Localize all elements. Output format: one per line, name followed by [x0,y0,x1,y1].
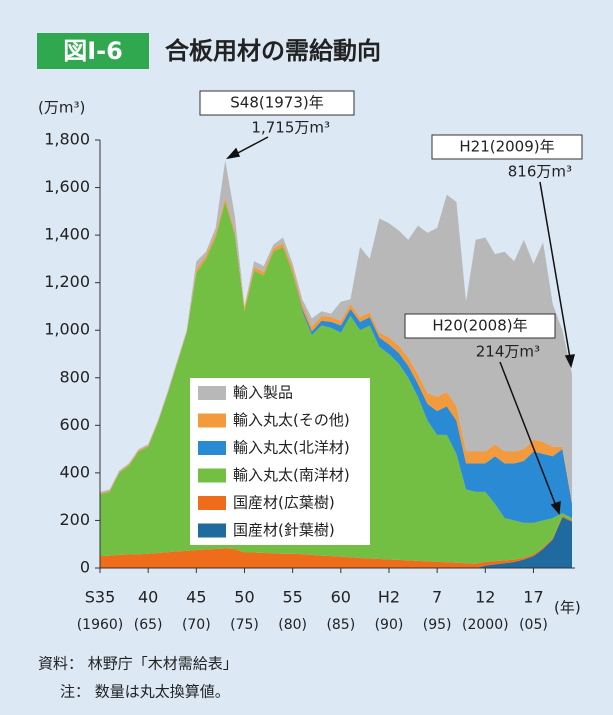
x-tick-label: (85) [326,617,355,633]
area [100,515,572,568]
y-tick-label: 1,600 [44,177,90,196]
annotation-text: 214万m³ [476,343,540,361]
arrow [499,361,557,507]
chart-title: 合板用材の需給動向 [165,37,381,65]
y-unit: (万m³) [38,99,85,117]
x-tick-label: (80) [278,617,307,633]
annotation-box [431,134,583,160]
x-tick-label: (95) [423,617,452,633]
legend-swatch [198,386,226,400]
annotation-text: 816万m³ [508,163,572,181]
y-tick-label: 800 [59,367,90,386]
x-tick-label: 45 [186,588,206,607]
y-tick-label: 600 [59,415,90,434]
source: 資料： 林野庁「木材需給表」 [38,655,238,673]
legend-swatch [198,441,226,455]
area [100,201,572,523]
figure-label: 図Ⅰ-6 [63,37,123,65]
y-tick-label: 1,800 [44,130,90,149]
annotation-box [404,313,556,339]
x-tick-label: 60 [331,588,351,607]
y-tick-label: 1,200 [44,272,90,291]
arrow [539,181,571,359]
figure-label-box [37,33,149,69]
x-tick-label: (70) [182,617,211,633]
annotation-text: 1,715万m³ [251,119,330,137]
y-tick-label: 200 [59,510,90,529]
x-tick-label: 17 [523,588,543,607]
legend-swatch [198,496,226,510]
x-tick-label: (65) [134,617,163,633]
legend-box [190,378,370,545]
x-tick-label: (2000) [462,617,509,633]
legend-label: 輸入丸太(北洋材) [233,439,350,457]
arrows [225,136,576,515]
x-tick-label: H2 [378,588,400,607]
arrow [233,136,269,156]
legend-label: 輸入丸太(南洋材) [233,466,350,484]
y-tick-label: 1,400 [44,225,90,244]
legend-label: 輸入丸太(その他) [233,411,350,429]
x-tick-label: 40 [138,588,158,607]
x-tick-label: 50 [234,588,254,607]
legend-swatch [198,523,226,538]
x-tick-label: (90) [375,617,404,633]
legend-swatch [198,468,226,483]
y-tick-label: 400 [59,462,90,481]
x-tick-label: S35 [85,588,116,607]
arrow-head [550,500,561,515]
x-tick-label: 12 [475,588,495,607]
x-unit: (年) [554,599,581,617]
x-tick-label: (05) [519,617,548,633]
x-tick-label: (75) [230,617,259,633]
legend-label: 輸入製品 [233,384,293,402]
x-tick-label: 55 [282,588,302,607]
arrow-head [225,147,241,160]
annotation-label: H20(2008)年 [432,317,527,335]
x-tick-label: (1960) [77,617,124,633]
annotation-label: H21(2009)年 [459,138,554,156]
area [100,517,572,568]
x-tick-label: 7 [432,588,442,607]
annotation-box [199,90,355,116]
arrow-head [564,354,576,369]
legend-label: 国産材(広葉樹) [233,494,335,512]
annotation-label: S48(1973)年 [230,94,324,112]
legend-label: 国産材(針葉樹) [233,521,335,539]
legend-swatch [198,413,226,428]
area [100,160,572,502]
note: 注： 数量は丸太換算値。 [60,683,230,701]
y-tick-label: 0 [80,558,90,577]
y-tick-label: 1,000 [44,320,90,339]
